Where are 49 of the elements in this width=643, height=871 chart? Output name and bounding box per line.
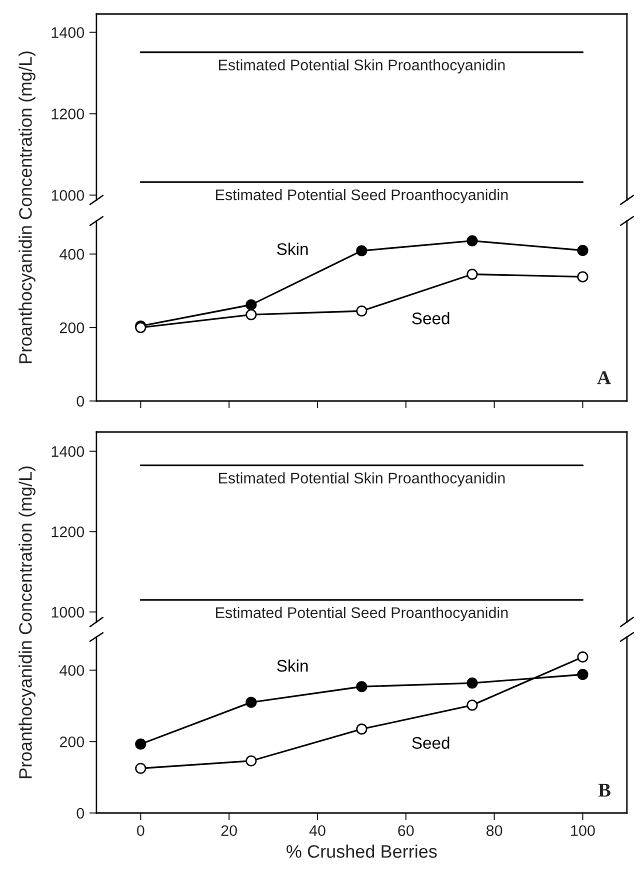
point: [135, 738, 146, 750]
point: [356, 724, 368, 735]
y-tick-label: 0: [76, 396, 84, 407]
y-tick-label: 1400: [52, 446, 84, 457]
y-axis-title: Proanthocyanidin Concentration (mg/L): [18, 466, 36, 778]
x-tick-label: 20: [221, 825, 237, 836]
series-label: Seed: [412, 736, 450, 749]
x-tick-label: 0: [137, 825, 144, 836]
ref-line-label: Estimated Potential Seed Proanthocyanidin: [216, 189, 508, 204]
y-tick-label: 1400: [52, 27, 84, 38]
point: [466, 677, 478, 689]
ref-line-label: Estimated Potential Skin Proanthocyanidin: [219, 472, 505, 487]
point: [466, 268, 478, 280]
point: [356, 245, 368, 256]
point: [577, 651, 588, 663]
point: [577, 668, 588, 680]
point: [356, 681, 368, 692]
annotation: A: [597, 371, 611, 384]
y-tick-label: 1000: [52, 190, 84, 201]
point: [466, 235, 478, 246]
y-axis-title: Proanthocyanidin Concentration (mg/L): [18, 52, 36, 364]
point: [246, 299, 257, 310]
point: [577, 244, 588, 256]
x-tick-label: 80: [486, 825, 502, 836]
point: [246, 696, 257, 708]
ref-line-label: Estimated Potential Seed Proanthocyanidin: [216, 606, 508, 622]
point: [356, 305, 368, 317]
y-tick-label: 1200: [52, 108, 84, 120]
annotation: B: [598, 784, 610, 797]
y-tick-label: 200: [60, 736, 84, 748]
y-tick-label: 400: [60, 665, 84, 676]
point: [135, 762, 146, 774]
y-tick-label: 1000: [52, 606, 84, 618]
y-tick-label: 400: [60, 248, 84, 260]
x-tick-label: 60: [398, 825, 414, 836]
series-label: Skin: [277, 242, 308, 256]
x-axis-title: % Crushed Berries: [286, 844, 437, 858]
point: [246, 309, 257, 320]
point: [466, 700, 478, 711]
point: [246, 755, 257, 766]
y-tick-label: 200: [60, 322, 84, 334]
series-label: Skin: [277, 659, 308, 672]
y-tick-label: 1200: [52, 526, 84, 538]
y-tick-label: 0: [76, 808, 84, 819]
x-tick-label: 100: [571, 825, 595, 836]
ref-line-label: Estimated Potential Skin Proanthocyanidin: [219, 59, 505, 74]
point: [577, 271, 588, 282]
series-label: Seed: [412, 312, 450, 324]
x-tick-label: 40: [309, 825, 326, 836]
